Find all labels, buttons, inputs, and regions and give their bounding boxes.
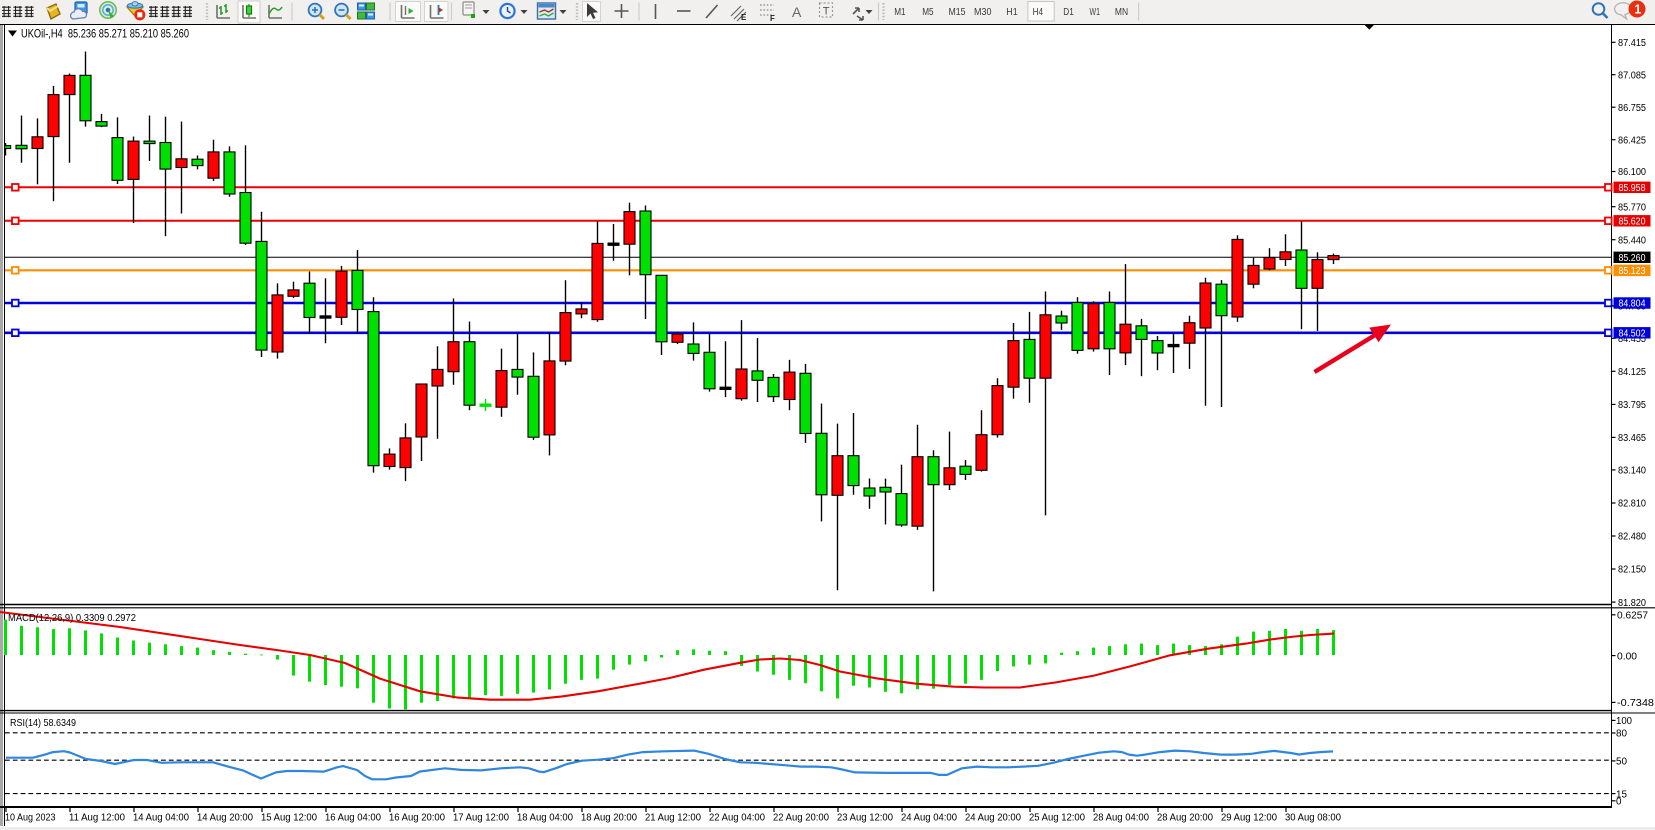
svg-text:83.465: 83.465 (1618, 433, 1646, 444)
svg-text:82.810: 82.810 (1618, 499, 1646, 510)
svg-text:17 Aug 12:00: 17 Aug 12:00 (453, 812, 509, 824)
svg-text:87.415: 87.415 (1618, 38, 1646, 49)
svg-text:0.6257: 0.6257 (1617, 611, 1648, 622)
svg-text:30 Aug 08:00: 30 Aug 08:00 (1285, 812, 1341, 824)
svg-text:86.425: 86.425 (1618, 135, 1646, 146)
svg-text:0: 0 (1616, 797, 1622, 808)
svg-text:M15: M15 (949, 6, 966, 18)
svg-text:29 Aug 12:00: 29 Aug 12:00 (1221, 812, 1277, 824)
svg-text:85.620: 85.620 (1619, 217, 1646, 228)
svg-text:RSI(14) 58.6349: RSI(14) 58.6349 (10, 717, 76, 729)
svg-text:84.502: 84.502 (1619, 329, 1646, 340)
svg-text:M5: M5 (922, 6, 934, 18)
svg-text:83.795: 83.795 (1618, 400, 1646, 411)
svg-text:-0.7348: -0.7348 (1617, 698, 1654, 709)
svg-text:16 Aug 04:00: 16 Aug 04:00 (325, 812, 381, 824)
svg-text:86.755: 86.755 (1618, 103, 1646, 114)
svg-text:85.440: 85.440 (1618, 235, 1646, 246)
svg-text:28 Aug 20:00: 28 Aug 20:00 (1157, 812, 1213, 824)
svg-text:UKOil-,H4 85.236 85.271 85.21: UKOil-,H4 85.236 85.271 85.210 85.260 (21, 27, 189, 41)
svg-text:15: 15 (1616, 789, 1627, 800)
svg-text:21 Aug 12:00: 21 Aug 12:00 (645, 812, 701, 824)
svg-text:84.125: 84.125 (1618, 367, 1646, 378)
svg-text:D1: D1 (1063, 6, 1074, 18)
svg-text:81.820: 81.820 (1618, 598, 1646, 609)
svg-text:50: 50 (1616, 757, 1627, 768)
svg-text:H1: H1 (1006, 6, 1018, 18)
svg-text:83.140: 83.140 (1618, 466, 1646, 477)
svg-text:100: 100 (1616, 716, 1632, 727)
svg-text:84.455: 84.455 (1618, 334, 1646, 345)
svg-text:85.770: 85.770 (1618, 202, 1646, 213)
svg-text:MACD(12,26,9) 0.3309 0.2972: MACD(12,26,9) 0.3309 0.2972 (8, 612, 136, 624)
svg-text:M30: M30 (974, 6, 992, 18)
svg-text:15 Aug 12:00: 15 Aug 12:00 (261, 812, 317, 824)
svg-text:28 Aug 04:00: 28 Aug 04:00 (1093, 812, 1149, 824)
svg-text:22 Aug 04:00: 22 Aug 04:00 (709, 812, 765, 824)
svg-text:18 Aug 04:00: 18 Aug 04:00 (517, 812, 573, 824)
svg-text:16 Aug 20:00: 16 Aug 20:00 (389, 812, 445, 824)
svg-text:24 Aug 20:00: 24 Aug 20:00 (965, 812, 1021, 824)
svg-text:82.150: 82.150 (1618, 565, 1646, 576)
svg-text:87.085: 87.085 (1618, 70, 1646, 81)
svg-text:F: F (770, 14, 775, 23)
svg-text:1: 1 (1634, 3, 1641, 17)
svg-text:25 Aug 12:00: 25 Aug 12:00 (1029, 812, 1085, 824)
svg-text:14 Aug 04:00: 14 Aug 04:00 (133, 812, 189, 824)
svg-text:86.100: 86.100 (1618, 167, 1646, 178)
svg-text:10 Aug 2023: 10 Aug 2023 (5, 812, 56, 824)
svg-text:11 Aug 12:00: 11 Aug 12:00 (69, 812, 125, 824)
svg-text:84.804: 84.804 (1619, 299, 1646, 310)
svg-text:85.123: 85.123 (1619, 266, 1646, 277)
svg-text:MN: MN (1115, 6, 1128, 18)
svg-text:M1: M1 (894, 6, 906, 18)
svg-text:80: 80 (1616, 729, 1627, 740)
svg-text:H4: H4 (1033, 6, 1044, 18)
svg-text:85.958: 85.958 (1619, 183, 1646, 194)
svg-text:18 Aug 20:00: 18 Aug 20:00 (581, 812, 637, 824)
svg-text:T: T (823, 6, 830, 18)
svg-text:85.260: 85.260 (1619, 253, 1646, 264)
svg-text:22 Aug 20:00: 22 Aug 20:00 (773, 812, 829, 824)
svg-text:0.00: 0.00 (1617, 651, 1637, 662)
svg-text:14 Aug 20:00: 14 Aug 20:00 (197, 812, 253, 824)
svg-text:82.480: 82.480 (1618, 532, 1646, 543)
svg-text:W1: W1 (1090, 6, 1101, 18)
svg-text:E: E (741, 13, 747, 22)
svg-text:24 Aug 04:00: 24 Aug 04:00 (901, 812, 957, 824)
svg-text:A: A (792, 4, 802, 20)
svg-text:23 Aug 12:00: 23 Aug 12:00 (837, 812, 893, 824)
